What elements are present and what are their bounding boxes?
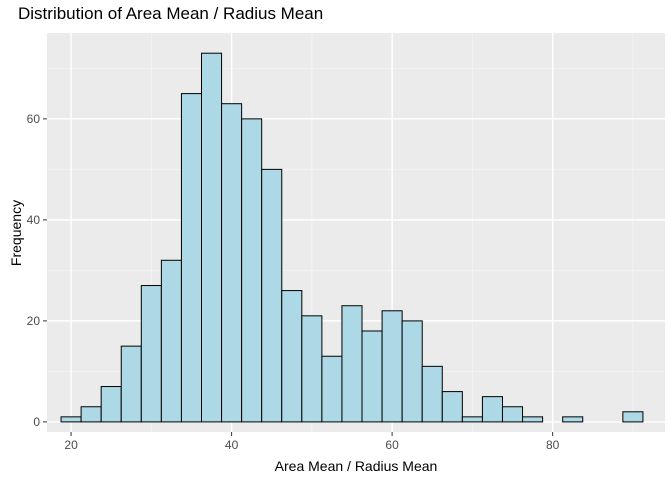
x-tick-label: 60 [385,438,399,452]
histogram-bar [481,396,503,423]
histogram-bar [80,406,102,423]
x-tick-label: 40 [225,438,239,452]
histogram-bar [321,355,343,423]
histogram-bar [522,416,544,423]
histogram-bar [201,52,223,423]
histogram-bar [421,365,443,423]
x-tick-label: 80 [546,438,560,452]
histogram-bar [441,391,463,423]
histogram-bar [100,386,122,423]
x-axis-label: Area Mean / Radius Mean [275,458,438,474]
histogram-bar [361,330,383,423]
histogram-bar [562,416,584,423]
histogram-bar [160,259,182,423]
histogram-bar [501,406,524,423]
chart-title: Distribution of Area Mean / Radius Mean [18,4,324,23]
y-tick-label: 60 [27,112,41,126]
histogram-bar [281,290,303,423]
histogram-bar [60,416,82,423]
histogram-bar [341,305,363,423]
histogram-bar [622,411,644,423]
y-tick-label: 40 [27,213,41,227]
histogram-bar [301,315,323,423]
histogram-bar [180,93,202,423]
histogram-bar [381,310,403,423]
histogram-bar [140,285,162,423]
histogram-bar [221,103,243,423]
y-tick-label: 0 [33,415,40,429]
histogram-bar [241,118,263,423]
histogram-bar [120,345,142,423]
y-axis-label: Frequency [8,200,24,266]
histogram-bar [261,168,283,423]
histogram-bar [401,320,423,423]
histogram-bar [461,416,483,423]
x-tick-label: 20 [64,438,78,452]
y-tick-label: 20 [27,314,41,328]
